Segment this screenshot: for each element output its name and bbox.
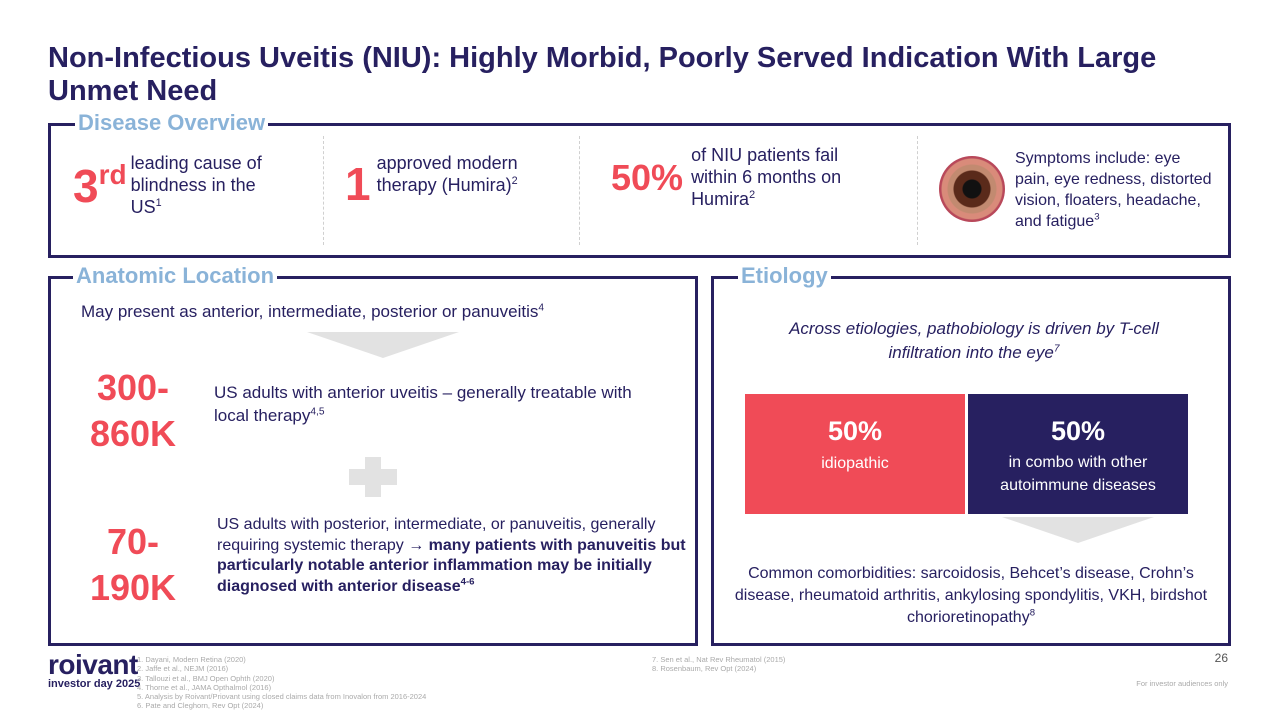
reference: 5. Analysis by Roivant/Priovant using cl…: [137, 692, 427, 702]
disclaimer: For investor audiences only: [1136, 679, 1228, 688]
etiology-label: Etiology: [738, 263, 831, 289]
stat-humira-failure: 50% of NIU patients fail within 6 months…: [611, 144, 881, 210]
ref: 1: [155, 197, 162, 209]
reference: 8. Rosenbaum, Rev Opt (2024): [652, 664, 757, 674]
down-arrow-icon: [307, 332, 459, 358]
ref: 4-6: [460, 576, 475, 588]
page-title: Non-Infectious Uveitis (NIU): Highly Mor…: [48, 42, 1157, 107]
stat-text: of NIU patients fail within 6 months on …: [691, 145, 842, 209]
posterior-count: 70- 190K: [73, 519, 193, 611]
ref: 2: [749, 189, 756, 201]
count-line: 190K: [89, 567, 177, 608]
stat-approved-therapy: 1 approved modern therapy (Humira)2: [345, 152, 537, 210]
ref: 2: [511, 175, 518, 187]
disease-overview-label: Disease Overview: [75, 110, 269, 136]
reference: 1. Dayani, Modern Retina (2020): [137, 655, 246, 664]
stat-sup: rd: [98, 159, 127, 190]
etiology-intro: Across etiologies, pathobiology is drive…: [789, 319, 1159, 362]
ref: 3: [1094, 211, 1100, 223]
stat-text: leading cause of blindness in the US: [130, 153, 262, 217]
stat-text: approved modern therapy (Humira): [376, 153, 518, 195]
reference: 6. Pate and Cleghorn, Rev Opt (2024): [137, 701, 264, 711]
idiopathic-block: 50% idiopathic: [745, 394, 965, 514]
anatomic-location-panel: Anatomic Location May present as anterio…: [48, 263, 698, 646]
count-line: 300-: [96, 367, 170, 408]
references-left: 1. Dayani, Modern Retina (2020) 2. Jaffe…: [137, 655, 426, 711]
label: idiopathic: [821, 455, 889, 472]
references-right: 7. Sen et al., Nat Rev Rheumatol (2015) …: [652, 655, 785, 674]
roivant-logo: roivant investor day 2025: [48, 649, 141, 691]
logo-text: roivant: [48, 649, 138, 680]
count-line: 70-: [106, 521, 160, 562]
ref: 4,5: [310, 406, 325, 418]
ref: 4: [538, 302, 545, 314]
anatomic-location-label: Anatomic Location: [73, 263, 278, 289]
ref: 8: [1029, 607, 1036, 619]
autoimmune-block: 50% in combo with other autoimmune disea…: [968, 394, 1188, 514]
disease-overview-panel: Disease Overview 3rd leading cause of bl…: [48, 110, 1231, 258]
eye-image: [939, 156, 1005, 222]
anterior-count: 300- 860K: [73, 365, 193, 457]
label: in combo with other autoimmune diseases: [1000, 454, 1156, 494]
stat-value: 50%: [611, 157, 684, 198]
reference: 2. Jaffe et al., NEJM (2016): [137, 664, 229, 674]
reference: 4. Thorne et al., JAMA Opthalmol (2016): [137, 682, 272, 692]
stat-leading-cause: 3rd leading cause of blindness in the US…: [73, 152, 271, 218]
reference: 7. Sen et al., Nat Rev Rheumatol (2015): [652, 655, 786, 664]
down-arrow-icon: [1002, 517, 1154, 543]
ref: 7: [1053, 343, 1060, 355]
stat-value: 3: [73, 160, 99, 212]
page-number: 26: [1214, 651, 1228, 665]
anatomic-intro: May present as anterior, intermediate, p…: [81, 302, 539, 321]
posterior-text: US adults with posterior, intermediate, …: [217, 516, 656, 554]
plus-icon: [349, 457, 397, 497]
stat-value: 1: [345, 158, 371, 210]
count-line: 860K: [89, 413, 177, 454]
posterior-bold-text: many patients with panuveitis but partic…: [217, 536, 686, 595]
logo-subtext: investor day 2025: [48, 678, 141, 690]
reference: 3. Tallouzi et al., BMJ Open Ophth (2020…: [137, 673, 275, 683]
etiology-panel: Etiology Across etiologies, pathobiology…: [711, 263, 1231, 646]
pct: 50%: [827, 416, 883, 446]
stat-symptoms: Symptoms include: eye pain, eye redness,…: [1015, 148, 1215, 232]
anterior-text: US adults with anterior uveitis – genera…: [214, 383, 632, 425]
pct: 50%: [1050, 416, 1106, 446]
stat-text: Symptoms include: eye pain, eye redness,…: [1015, 150, 1212, 230]
comorbidities-text: Common comorbidities: sarcoidosis, Behce…: [734, 565, 1208, 626]
